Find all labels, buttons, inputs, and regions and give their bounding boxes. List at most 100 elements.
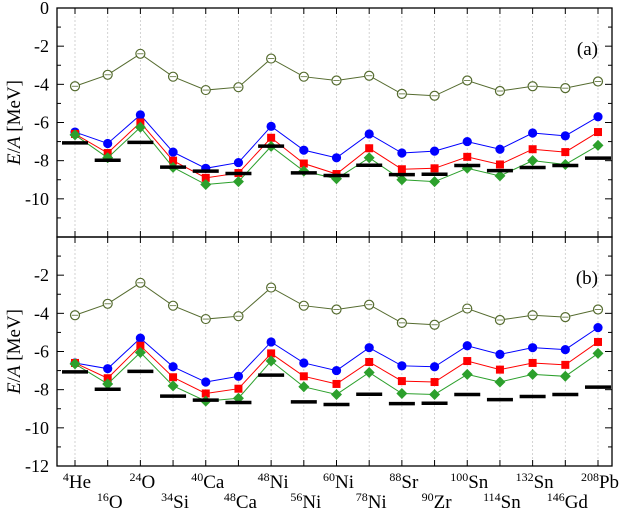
data-point <box>136 341 145 350</box>
data-point <box>201 173 210 182</box>
data-point <box>463 357 472 366</box>
data-point <box>495 365 504 374</box>
data-point <box>429 362 440 372</box>
nucleus-label: 78Ni <box>356 490 387 513</box>
data-point <box>102 378 114 390</box>
data-point <box>299 372 308 381</box>
data-point <box>561 148 570 157</box>
y-tick-label: -8 <box>34 151 49 171</box>
y-tick-label: -6 <box>34 113 49 133</box>
data-point <box>168 362 178 372</box>
y-tick-label: -6 <box>34 342 49 362</box>
data-point <box>134 346 146 358</box>
data-point <box>365 357 374 366</box>
data-point <box>265 355 277 367</box>
data-point <box>267 133 276 142</box>
data-point <box>461 368 473 380</box>
data-point <box>495 160 504 169</box>
data-point <box>462 136 472 147</box>
data-point <box>103 364 113 374</box>
data-point <box>593 323 603 333</box>
data-point <box>495 349 505 359</box>
data-point <box>494 170 506 182</box>
data-point <box>233 157 244 168</box>
data-point <box>528 358 537 367</box>
data-point <box>429 176 441 188</box>
y-tick-label: -2 <box>34 265 49 285</box>
data-point <box>527 368 539 380</box>
data-point <box>331 388 342 400</box>
y-tick-label: -4 <box>34 303 49 323</box>
data-point <box>331 365 342 376</box>
data-point <box>266 337 276 347</box>
data-point <box>364 343 374 353</box>
data-point <box>364 129 374 139</box>
data-point <box>103 374 112 383</box>
y-tick-label: -2 <box>34 36 49 56</box>
data-point <box>462 341 472 351</box>
data-point <box>429 388 441 400</box>
panel-label: (a) <box>577 39 598 60</box>
nucleus-label: 88Sr <box>389 470 419 493</box>
y-tick-label: 0 <box>40 0 49 18</box>
data-point <box>397 377 406 386</box>
data-point <box>463 152 472 161</box>
nucleus-label: 24O <box>130 470 156 493</box>
nucleus-label: 146Gd <box>547 490 589 513</box>
data-point <box>234 384 243 393</box>
data-point <box>594 128 602 137</box>
data-point <box>135 110 145 120</box>
data-point <box>167 380 179 392</box>
panel-a: 0 -2 -4 -6 -8 -10 (a) E/A [MeV] <box>4 0 613 238</box>
nucleus-label: 34Si <box>161 490 189 513</box>
data-point <box>331 153 342 163</box>
data-point <box>430 378 439 387</box>
data-point <box>168 147 178 157</box>
series-bar <box>62 369 611 407</box>
data-point <box>430 164 439 173</box>
data-point <box>69 358 81 370</box>
data-point <box>169 156 178 165</box>
data-point <box>559 370 571 382</box>
nucleus-label: 132Sn <box>516 470 555 493</box>
data-point <box>593 112 603 122</box>
nucleus-label: 90Zr <box>422 490 453 513</box>
data-point <box>494 376 506 388</box>
data-point <box>69 129 81 141</box>
data-point <box>232 176 244 188</box>
data-point <box>266 121 276 131</box>
data-point <box>397 361 407 371</box>
data-point <box>200 179 212 191</box>
data-point <box>332 379 341 388</box>
data-point <box>592 347 604 359</box>
data-point <box>169 373 178 382</box>
data-point <box>594 337 602 346</box>
data-point <box>396 174 408 186</box>
series-bar <box>62 140 611 178</box>
panel-b: -2 -4 -6 -8 -10 -12 (b) E/A [MeV] <box>4 236 613 476</box>
data-point <box>560 344 570 355</box>
data-point <box>267 349 276 358</box>
nucleus-label: 4He <box>63 470 91 493</box>
data-point <box>201 389 210 398</box>
y-tick-label: -12 <box>25 456 49 476</box>
panel-label: (b) <box>576 268 598 289</box>
y-tick-label: -8 <box>34 380 49 400</box>
data-point <box>528 128 538 138</box>
data-point <box>135 333 145 343</box>
data-point <box>103 138 113 149</box>
data-point <box>397 165 406 174</box>
y-tick-label: -10 <box>25 189 49 209</box>
nucleus-label: 208Pb <box>581 470 619 493</box>
nucleus-labels: 4He 16O 24O34Si40Ca48Ca48Ni56Ni60Ni78Ni88S… <box>63 470 619 513</box>
nucleus-label: 60Ni <box>323 470 354 493</box>
data-point <box>527 155 539 167</box>
nucleus-label: 48Ni <box>258 470 289 493</box>
data-point <box>233 371 244 381</box>
y-tick-label: -4 <box>34 74 49 94</box>
data-point <box>134 121 146 133</box>
y-axis-title: E/A [MeV] <box>4 309 25 395</box>
data-point <box>363 152 375 164</box>
nucleus-label: 16O <box>97 490 123 513</box>
